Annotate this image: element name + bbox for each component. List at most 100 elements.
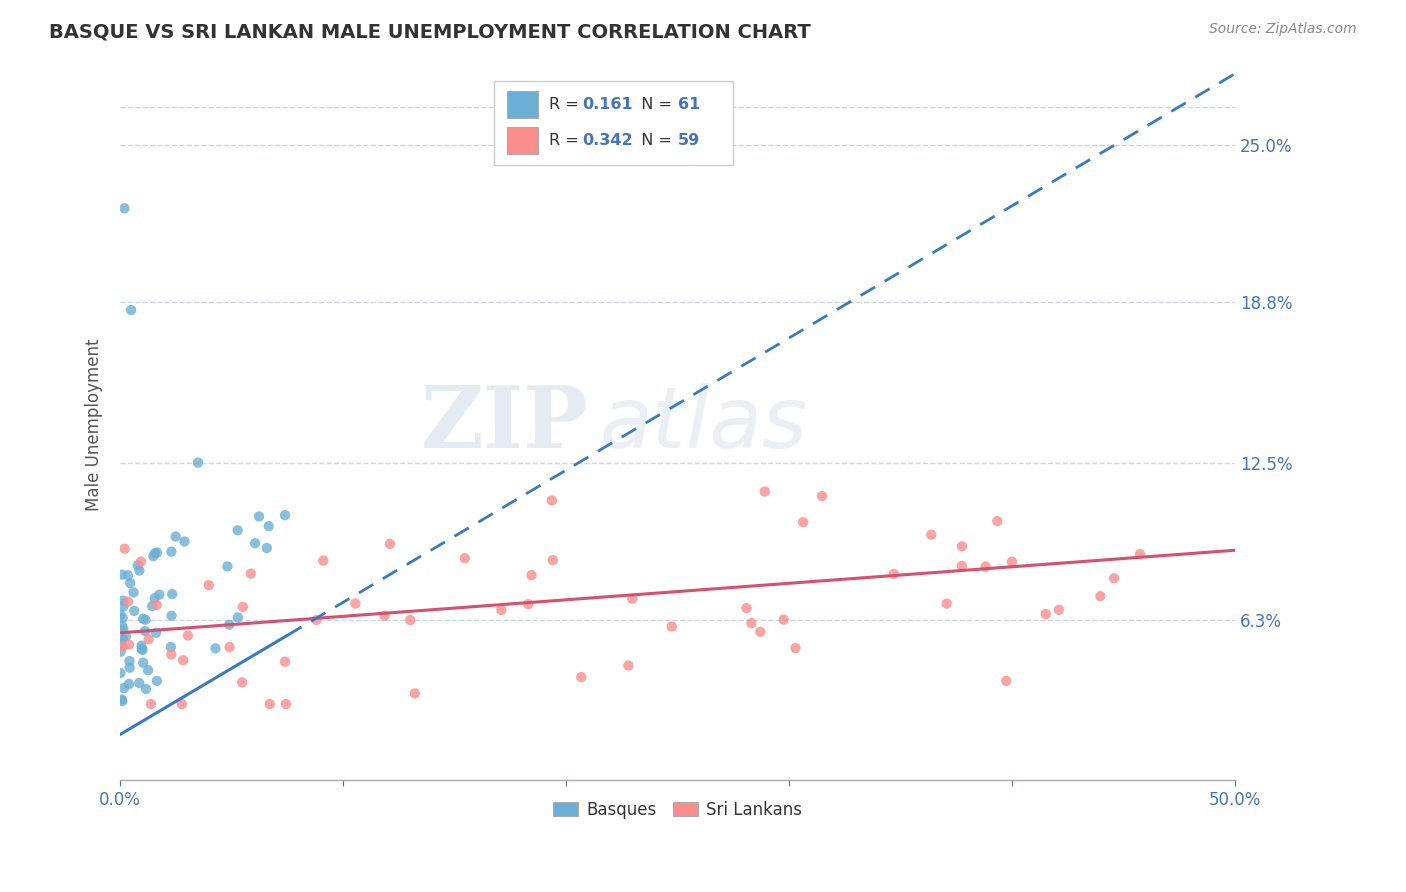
Point — [127, 558, 149, 573]
Text: 59: 59 — [678, 133, 700, 148]
Point — [218, 617, 240, 632]
Point — [112, 202, 135, 216]
Point — [239, 566, 262, 581]
Point — [124, 604, 146, 618]
Point — [111, 611, 134, 625]
Point — [257, 519, 280, 533]
Point — [136, 663, 159, 677]
Point — [754, 484, 776, 499]
Point — [173, 534, 195, 549]
Point — [135, 681, 157, 696]
Point — [259, 697, 281, 711]
Point — [111, 640, 134, 654]
Text: 0.342: 0.342 — [582, 133, 633, 148]
Point — [177, 628, 200, 642]
Point — [454, 551, 477, 566]
FancyBboxPatch shape — [494, 80, 734, 165]
Point — [569, 670, 592, 684]
Point — [920, 527, 942, 541]
Point — [950, 558, 973, 573]
Point — [1090, 589, 1112, 603]
Point — [131, 642, 153, 657]
Point — [146, 546, 169, 560]
Point — [111, 567, 134, 582]
Legend: Basques, Sri Lankans: Basques, Sri Lankans — [546, 794, 808, 825]
Point — [792, 515, 814, 529]
Point — [226, 524, 249, 538]
Point — [131, 639, 153, 653]
Point — [142, 549, 165, 564]
Bar — [508, 91, 538, 119]
Point — [243, 536, 266, 550]
Point — [132, 612, 155, 626]
Point — [373, 608, 395, 623]
Point — [110, 637, 132, 651]
Point — [231, 675, 253, 690]
Point — [112, 623, 135, 637]
Point — [118, 677, 141, 691]
Point — [148, 588, 170, 602]
Text: 0.161: 0.161 — [582, 97, 633, 112]
Point — [541, 493, 564, 508]
Point — [1102, 571, 1125, 585]
Point — [132, 656, 155, 670]
Point — [145, 625, 167, 640]
Point — [950, 539, 973, 553]
Text: ZIP: ZIP — [420, 383, 588, 467]
Point — [117, 568, 139, 582]
Point — [160, 640, 183, 654]
Point — [110, 645, 132, 659]
Point — [404, 686, 426, 700]
Point — [145, 598, 167, 612]
Point — [122, 585, 145, 599]
Point — [129, 555, 152, 569]
Point — [110, 607, 132, 622]
Point — [120, 303, 142, 318]
Point — [217, 559, 239, 574]
Y-axis label: Male Unemployment: Male Unemployment — [86, 338, 103, 510]
Point — [399, 613, 422, 627]
Point — [520, 568, 543, 582]
Point — [785, 641, 807, 656]
Point — [128, 564, 150, 578]
Point — [115, 629, 138, 643]
Text: Source: ZipAtlas.com: Source: ZipAtlas.com — [1209, 22, 1357, 37]
Point — [661, 619, 683, 633]
Point — [226, 610, 249, 624]
Point — [111, 632, 134, 647]
Text: atlas: atlas — [599, 383, 807, 466]
Point — [146, 673, 169, 688]
Point — [160, 608, 183, 623]
Point — [111, 619, 134, 633]
Point — [134, 624, 156, 638]
Point — [141, 599, 163, 613]
Point — [974, 559, 997, 574]
Point — [517, 597, 540, 611]
Point — [995, 673, 1018, 688]
Point — [114, 541, 136, 556]
Point — [305, 613, 328, 627]
Point — [160, 648, 183, 662]
Point — [735, 601, 758, 615]
Bar — [508, 127, 538, 154]
Point — [112, 599, 135, 614]
Point — [187, 456, 209, 470]
Point — [112, 593, 135, 607]
Point — [128, 676, 150, 690]
Point — [883, 566, 905, 581]
Point — [232, 599, 254, 614]
Point — [218, 640, 240, 654]
Point — [1035, 607, 1057, 621]
Point — [378, 537, 401, 551]
Point — [170, 697, 193, 711]
Point — [138, 632, 160, 647]
Point — [247, 509, 270, 524]
Point — [143, 546, 166, 560]
Point — [1047, 603, 1070, 617]
Point — [197, 578, 219, 592]
Point — [112, 681, 135, 695]
Text: 61: 61 — [678, 97, 700, 112]
Point — [811, 489, 834, 503]
Point — [118, 654, 141, 668]
Point — [134, 613, 156, 627]
